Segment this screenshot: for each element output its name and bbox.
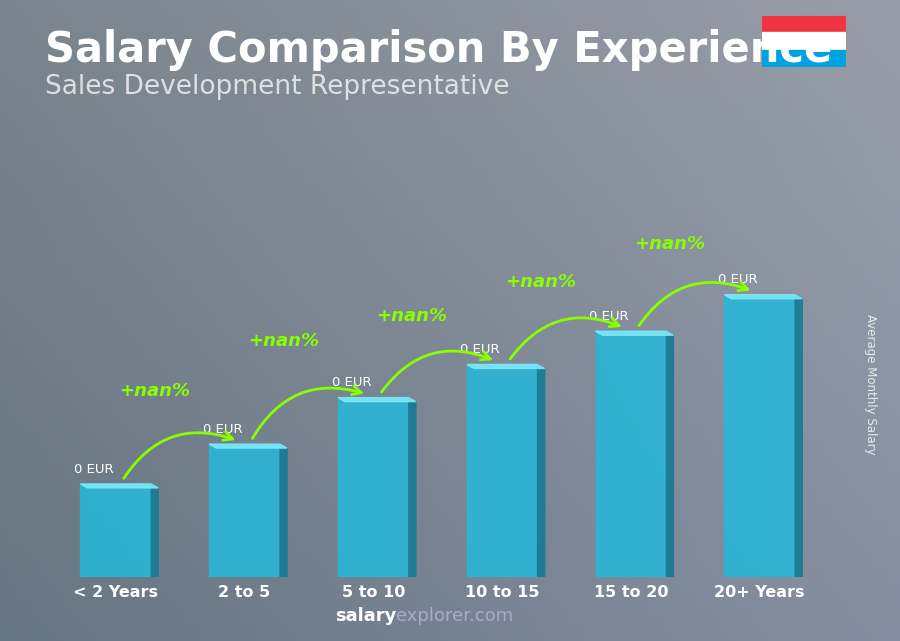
Polygon shape: [80, 484, 158, 488]
Text: +nan%: +nan%: [248, 332, 319, 350]
Polygon shape: [467, 365, 537, 577]
Polygon shape: [724, 295, 795, 577]
Polygon shape: [596, 331, 666, 577]
Text: +nan%: +nan%: [119, 382, 190, 400]
Polygon shape: [537, 365, 544, 577]
Text: 0 EUR: 0 EUR: [331, 376, 371, 389]
Polygon shape: [724, 295, 802, 299]
Text: +nan%: +nan%: [505, 274, 576, 292]
Bar: [760, 32, 846, 50]
Text: 0 EUR: 0 EUR: [202, 423, 242, 436]
Polygon shape: [596, 331, 673, 335]
Bar: [760, 15, 846, 32]
Text: salary: salary: [335, 607, 396, 625]
Polygon shape: [467, 365, 544, 369]
Polygon shape: [338, 397, 409, 577]
Text: 0 EUR: 0 EUR: [460, 343, 500, 356]
Polygon shape: [209, 444, 280, 577]
Text: +nan%: +nan%: [376, 306, 447, 324]
Text: +nan%: +nan%: [634, 235, 705, 253]
Polygon shape: [795, 295, 802, 577]
Polygon shape: [409, 397, 416, 577]
Text: Sales Development Representative: Sales Development Representative: [45, 74, 509, 100]
Text: 0 EUR: 0 EUR: [590, 310, 629, 323]
Polygon shape: [280, 444, 287, 577]
Bar: [760, 50, 846, 67]
Text: Average Monthly Salary: Average Monthly Salary: [865, 314, 878, 455]
Polygon shape: [666, 331, 673, 577]
Polygon shape: [338, 397, 416, 402]
Text: 0 EUR: 0 EUR: [718, 274, 758, 287]
Polygon shape: [209, 444, 287, 448]
Text: explorer.com: explorer.com: [396, 607, 513, 625]
Text: Salary Comparison By Experience: Salary Comparison By Experience: [45, 29, 832, 71]
Polygon shape: [151, 484, 158, 577]
Text: 0 EUR: 0 EUR: [74, 463, 113, 476]
Polygon shape: [80, 484, 151, 577]
